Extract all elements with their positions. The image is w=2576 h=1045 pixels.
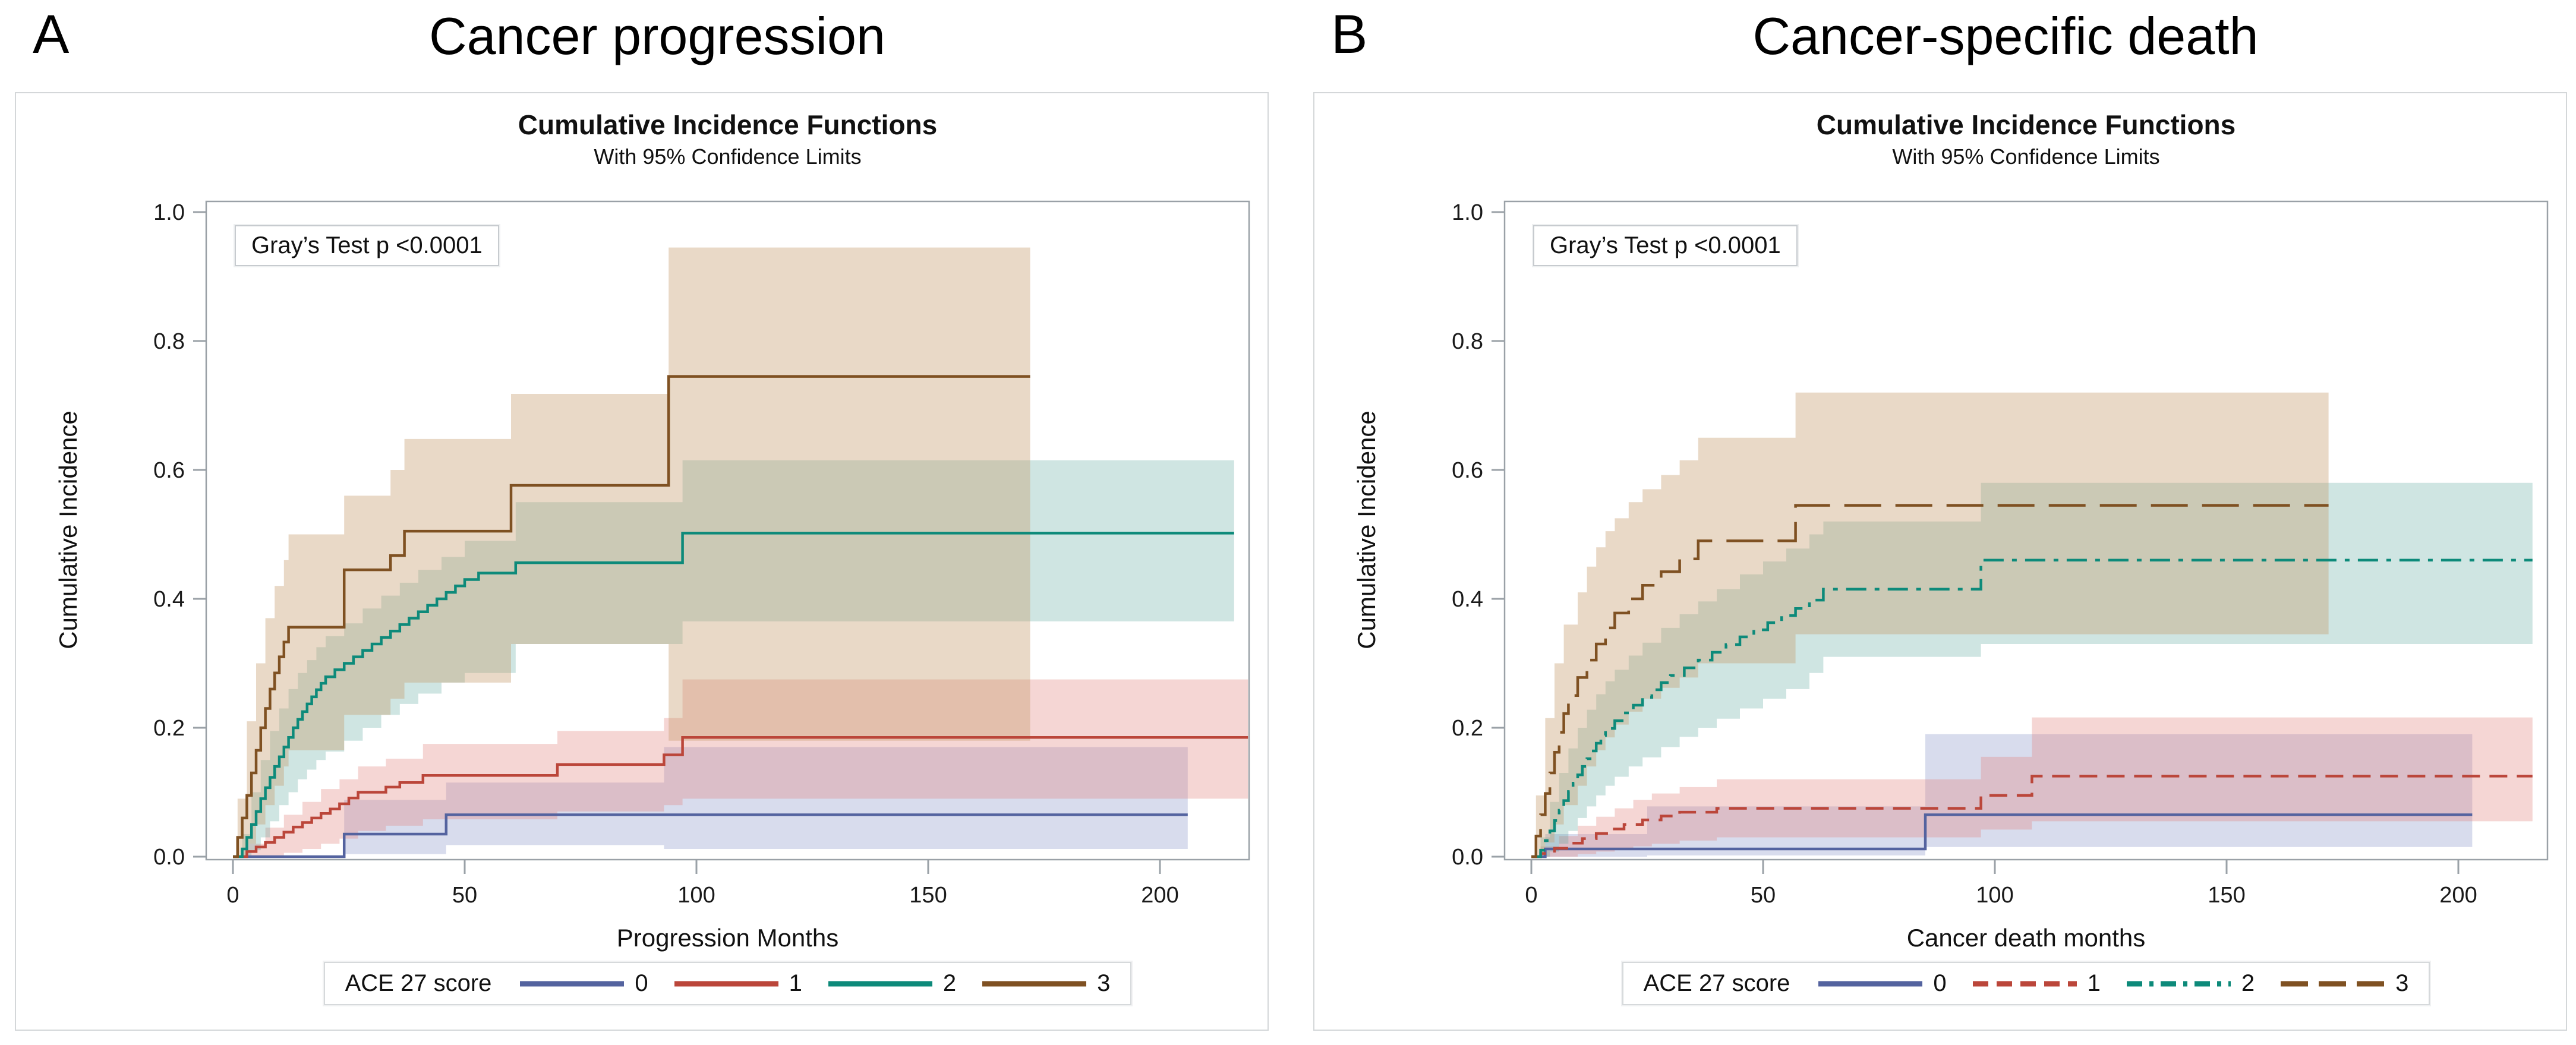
legend-label: ACE 27 score — [345, 970, 492, 996]
x-tick-label: 50 — [1751, 883, 1776, 908]
chart-subtitle: With 95% Confidence Limits — [1892, 144, 2160, 169]
legend-value-ace-1: 1 — [2087, 970, 2101, 996]
legend-item-ace-1: 1 — [674, 970, 802, 997]
legend-swatch-ace-1 — [674, 981, 778, 986]
y-tick-label: 0.6 — [1452, 458, 1483, 483]
ci-band-ace-3 — [1535, 392, 2329, 857]
legend-label: ACE 27 score — [1643, 970, 1790, 996]
curve-ace-2 — [233, 532, 1234, 858]
legend-box: ACE 27 score 0 1 2 3 — [1620, 961, 2432, 1006]
y-tick-label: 0.4 — [153, 587, 185, 612]
legend-b: ACE 27 score 0 1 2 3 — [1505, 961, 2547, 1006]
curve-ace-1 — [233, 736, 1248, 858]
x-tick-label: 100 — [677, 883, 715, 908]
panel-title-b: Cancer-specific death — [1752, 7, 2259, 65]
panel-title-a: Cancer progression — [429, 7, 885, 65]
ci-band-ace-3 — [237, 247, 1030, 857]
ci-band-ace-2 — [1540, 482, 2533, 857]
y-tick-label: 0.0 — [153, 845, 185, 870]
y-tick-label: 0.2 — [153, 716, 185, 741]
legend-item-ace-1: 1 — [1972, 970, 2101, 997]
y-tick-label: 1.0 — [153, 200, 185, 225]
x-tick-label: 0 — [1525, 883, 1537, 908]
x-axis-label: Cancer death months — [1906, 924, 2146, 952]
chart-subtitle: With 95% Confidence Limits — [594, 144, 862, 169]
legend-swatch-ace-3 — [2281, 981, 2385, 986]
legend-item-ace-0: 0 — [520, 970, 648, 997]
panel-letter-a: A — [33, 4, 70, 65]
chart-title: Cumulative Incidence Functions — [1816, 109, 2236, 140]
legend-swatch-ace-2 — [2126, 981, 2231, 986]
x-tick-label: 0 — [226, 883, 239, 908]
legend-value-ace-2: 2 — [2241, 970, 2255, 996]
chart-title: Cumulative Incidence Functions — [518, 109, 938, 140]
y-tick-label: 0.2 — [1452, 716, 1483, 741]
x-tick-label: 100 — [1976, 883, 2013, 908]
y-tick-label: 0.6 — [153, 458, 185, 483]
x-tick-label: 200 — [2439, 883, 2477, 908]
panel-a: 0.0 0.2 0.4 0.6 0.8 1.0 0 50 100 150 200 Cumulativ… — [15, 92, 1269, 1031]
panel-b: 0.0 0.2 0.4 0.6 0.8 1.0 0 50 100 150 200 Cumulativ… — [1313, 92, 2567, 1031]
curve-ace-3 — [1531, 504, 2329, 858]
ci-band-ace-2 — [242, 460, 1234, 857]
y-tick-label: 0.8 — [1452, 329, 1483, 354]
legend-value-ace-3: 3 — [2395, 970, 2409, 996]
legend-swatch-ace-0 — [1818, 981, 1923, 986]
y-tick-label: 1.0 — [1452, 200, 1483, 225]
legend-a: ACE 27 score 0 1 2 3 — [206, 961, 1249, 1006]
ci-band-ace-1 — [247, 679, 1248, 857]
ci-band-ace-0 — [344, 747, 1188, 854]
x-tick-label: 200 — [1141, 883, 1178, 908]
legend-value-ace-2: 2 — [942, 970, 957, 996]
curve-ace-0 — [1531, 813, 2473, 858]
y-tick-label: 0.0 — [1452, 845, 1483, 870]
legend-item-ace-2: 2 — [2126, 970, 2255, 997]
legend-value-ace-3: 3 — [1097, 970, 1111, 996]
x-axis-label: Progression Months — [616, 924, 839, 952]
x-tick-label: 150 — [909, 883, 947, 908]
plot-frame — [205, 200, 1250, 861]
x-tick-label: 150 — [2208, 883, 2245, 908]
curve-ace-2 — [1531, 558, 2533, 858]
legend-item-ace-3: 3 — [982, 970, 1110, 997]
legend-value-ace-1: 1 — [789, 970, 802, 996]
legend-item-ace-2: 2 — [828, 970, 956, 997]
grays-test-annotation: Gray’s Test p <0.0001 — [1532, 224, 1799, 267]
plot-area-b: 0.0 0.2 0.4 0.6 0.8 1.0 0 50 100 150 200 — [1452, 200, 2549, 908]
panel-letter-b: B — [1331, 4, 1368, 65]
x-tick-label: 50 — [452, 883, 477, 908]
legend-item-ace-0: 0 — [1818, 970, 1947, 997]
legend-value-ace-0: 0 — [1933, 970, 1947, 996]
legend-swatch-ace-0 — [520, 981, 625, 986]
grays-test-annotation: Gray’s Test p <0.0001 — [234, 224, 500, 267]
curve-ace-0 — [233, 813, 1188, 858]
curve-ace-3 — [233, 375, 1030, 858]
y-tick-label: 0.8 — [153, 329, 185, 354]
plot-area-a: 0.0 0.2 0.4 0.6 0.8 1.0 0 50 100 150 200 — [153, 200, 1250, 908]
legend-item-ace-3: 3 — [2281, 970, 2408, 997]
legend-box: ACE 27 score 0 1 2 3 — [322, 961, 1133, 1006]
plot-frame — [1503, 200, 2549, 861]
legend-swatch-ace-1 — [1972, 981, 2077, 986]
legend-swatch-ace-3 — [982, 981, 1087, 986]
ci-band-ace-1 — [1540, 717, 2533, 857]
y-axis-label: Cumulative Incidence — [1352, 411, 1380, 649]
ci-band-ace-0 — [1545, 734, 2473, 857]
y-axis-label: Cumulative Incidence — [54, 411, 82, 649]
legend-value-ace-0: 0 — [635, 970, 648, 996]
curve-ace-1 — [1531, 775, 2533, 858]
y-tick-label: 0.4 — [1452, 587, 1483, 612]
legend-swatch-ace-2 — [828, 981, 932, 986]
